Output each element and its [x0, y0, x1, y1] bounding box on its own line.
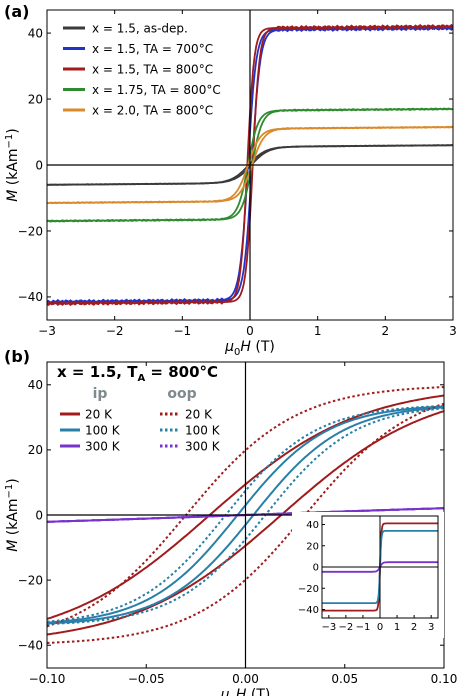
panel-b-xlabel: μ0H (T) [220, 687, 271, 696]
panel-a-xlabel: μ0H (T) [224, 339, 275, 358]
panel-b-ytick-label: −20 [18, 573, 43, 587]
legend-b-heading-oop: oop [167, 386, 196, 402]
panel-a-xtick-label: 0 [246, 324, 254, 338]
panel-a-ytick-label: −20 [18, 224, 43, 238]
panel-a-ytick-label: −40 [18, 290, 43, 304]
inset-ytick-label: 40 [306, 520, 319, 531]
panel-a-xtick-label: −2 [106, 324, 124, 338]
inset-xtick-label: −1 [356, 622, 371, 633]
inset-ytick-label: −40 [298, 605, 319, 616]
panel-b-xtick-label: 0.10 [431, 672, 458, 686]
legend-b-ip-label-0: 20 K [85, 408, 113, 422]
legend-a-label-1: x = 1.5, TA = 700°C [92, 42, 213, 56]
panel-a-xtick-label: 2 [382, 324, 390, 338]
legend-a-label-4: x = 2.0, TA = 800°C [92, 104, 213, 118]
panel-b-ytick-label: −40 [18, 639, 43, 653]
series-line-b-5-down [47, 507, 444, 523]
inset-xtick-label: 1 [394, 622, 400, 633]
panel-b-xtick-label: 0.00 [232, 672, 259, 686]
inset-ytick-label: 20 [306, 541, 319, 552]
series-line-b-4-down [47, 405, 444, 623]
panel-a-ylabel: M (kAm−1) [4, 128, 21, 202]
inset-background [292, 512, 444, 638]
inset-xtick-label: −3 [321, 622, 336, 633]
panel-b-xtick-label: 0.05 [331, 672, 358, 686]
inset-xtick-label: 0 [377, 622, 383, 633]
panel-a-ytick-label: 0 [35, 158, 43, 172]
panel-a-label: (a) [4, 2, 29, 21]
legend-b-ip-label-1: 100 K [85, 424, 121, 438]
series-line-b-3-up [47, 402, 444, 644]
panel-b-annotation: x = 1.5, TA = 800°C [57, 363, 218, 384]
panel-a-ytick-label: 20 [28, 92, 43, 106]
legend-b-heading-ip: ip [93, 386, 108, 402]
legend-a-label-2: x = 1.5, TA = 800°C [92, 63, 213, 77]
panel-a-ytick-label: 40 [28, 26, 43, 40]
panel-b-label: (b) [4, 347, 30, 366]
panel-a-xtick-label: 3 [449, 324, 457, 338]
legend-b-oop-label-2: 300 K [185, 440, 221, 454]
legend-a-label-3: x = 1.75, TA = 800°C [92, 83, 221, 97]
panel-b-xtick-label: −0.10 [29, 672, 66, 686]
legend-b-oop-label-0: 20 K [185, 408, 213, 422]
panel-a-xtick-label: 1 [314, 324, 322, 338]
inset-ytick-label: −20 [298, 584, 319, 595]
inset-xtick-label: −2 [339, 622, 354, 633]
legend-a-label-0: x = 1.5, as-dep. [92, 22, 188, 36]
series-line-b-3-down [47, 386, 444, 628]
legend-b-oop-label-1: 100 K [185, 424, 221, 438]
legend-b-ip-label-2: 300 K [85, 440, 121, 454]
panel-a-xtick-label: −1 [173, 324, 191, 338]
panel-a-xtick-label: −3 [38, 324, 56, 338]
panel-b-xtick-label: −0.05 [128, 672, 165, 686]
panel-b-ylabel: M (kAm−1) [4, 478, 21, 552]
panel-b-ytick-label: 20 [28, 443, 43, 457]
panel-b-ytick-label: 0 [35, 508, 43, 522]
inset-ytick-label: 0 [313, 563, 319, 574]
inset-xtick-label: 2 [411, 622, 417, 633]
panel-b-ytick-label: 40 [28, 378, 43, 392]
series-line-b-4-up [47, 407, 444, 625]
inset-xtick-label: 3 [428, 622, 434, 633]
